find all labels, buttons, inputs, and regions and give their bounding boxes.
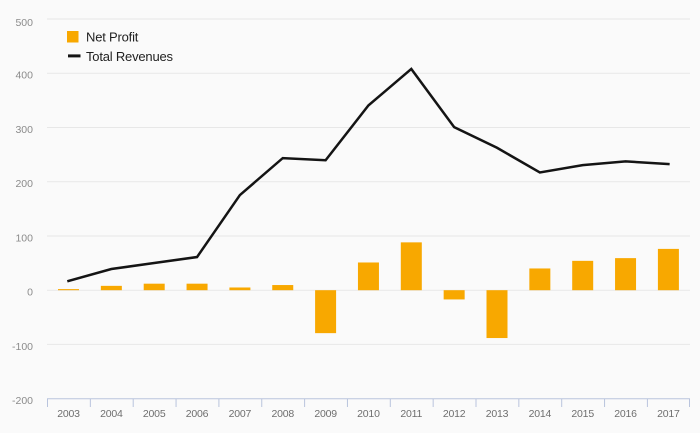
svg-text:2005: 2005 xyxy=(143,408,166,420)
svg-text:100: 100 xyxy=(15,232,33,244)
svg-text:2006: 2006 xyxy=(186,408,209,420)
svg-text:Net Profit: Net Profit xyxy=(86,29,139,44)
svg-text:2016: 2016 xyxy=(614,408,637,420)
svg-text:2010: 2010 xyxy=(357,408,380,420)
svg-text:2007: 2007 xyxy=(229,408,252,420)
svg-text:2014: 2014 xyxy=(529,408,552,420)
svg-text:-100: -100 xyxy=(12,341,33,353)
svg-text:500: 500 xyxy=(15,17,33,29)
svg-text:2017: 2017 xyxy=(657,408,680,420)
svg-text:2011: 2011 xyxy=(400,408,422,420)
svg-text:0: 0 xyxy=(27,287,33,299)
svg-text:2012: 2012 xyxy=(443,408,466,420)
svg-text:2004: 2004 xyxy=(100,408,123,420)
svg-text:2008: 2008 xyxy=(271,408,294,420)
svg-text:-200: -200 xyxy=(12,395,33,407)
svg-text:2013: 2013 xyxy=(486,408,509,420)
svg-text:2003: 2003 xyxy=(57,408,80,420)
svg-text:400: 400 xyxy=(15,70,33,82)
svg-text:Total Revenues: Total Revenues xyxy=(86,49,174,64)
svg-text:300: 300 xyxy=(15,124,33,136)
svg-text:2009: 2009 xyxy=(314,408,337,420)
svg-text:2015: 2015 xyxy=(571,408,594,420)
svg-text:200: 200 xyxy=(15,178,33,190)
